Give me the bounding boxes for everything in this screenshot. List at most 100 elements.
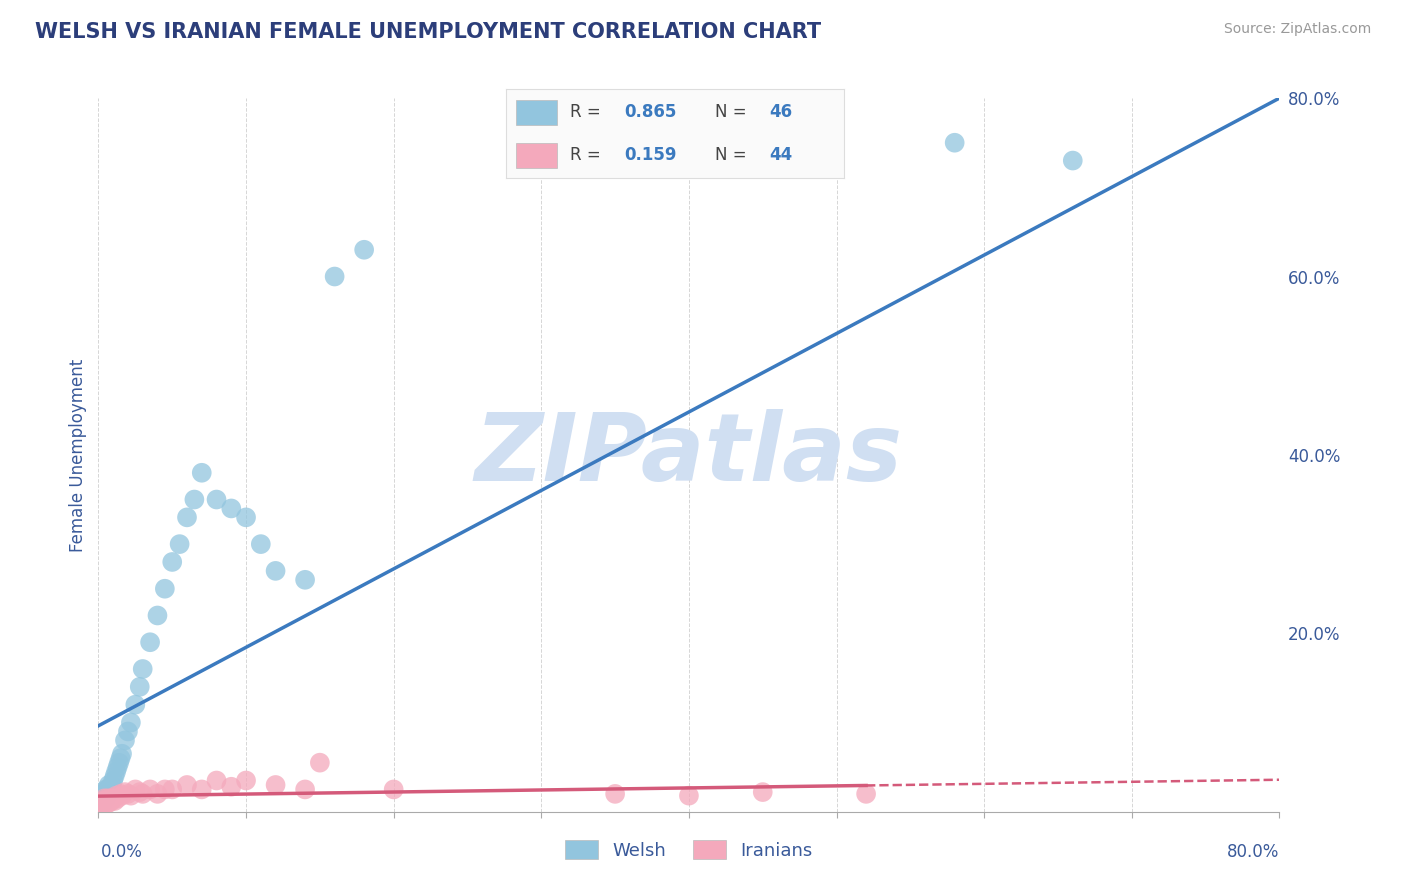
Point [96,796,118,810]
Point [105,764,128,779]
Text: 0.159: 0.159 [624,146,676,164]
Point [110,751,132,765]
Point [162,555,183,569]
Point [751,785,773,799]
Point [294,782,316,797]
Point [98,791,121,805]
Point [205,492,228,507]
Point [153,782,176,797]
Point [114,733,136,747]
Point [323,269,346,284]
Point [103,773,125,788]
Point [93,791,115,805]
Point [117,787,139,801]
Point [104,794,127,808]
Point [132,662,155,676]
Point [94,797,117,812]
Point [89,800,111,814]
Point [382,782,405,797]
Point [98,782,121,797]
Text: 44: 44 [769,146,793,164]
Point [264,564,287,578]
Point [191,466,214,480]
Point [176,510,198,524]
Point [1062,153,1084,168]
Point [89,796,111,810]
Point [100,794,122,808]
Point [153,582,176,596]
Point [309,756,332,770]
Point [139,782,162,797]
Text: WELSH VS IRANIAN FEMALE UNEMPLOYMENT CORRELATION CHART: WELSH VS IRANIAN FEMALE UNEMPLOYMENT COR… [35,22,821,42]
Text: 0.0%: 0.0% [101,843,143,861]
Point [132,787,155,801]
Point [107,760,129,774]
Point [117,724,139,739]
Point [100,778,122,792]
Point [191,782,214,797]
Text: 0.865: 0.865 [624,103,676,121]
Point [605,787,627,801]
Point [89,797,111,812]
Point [146,608,169,623]
Point [183,492,205,507]
Point [91,787,114,801]
Point [111,789,134,803]
Point [93,796,115,810]
Text: R =: R = [571,146,600,164]
Point [111,747,134,761]
Point [162,782,183,797]
Point [110,787,132,801]
Point [90,796,112,810]
Point [93,791,115,805]
Legend: Welsh, Iranians: Welsh, Iranians [558,833,820,867]
Point [90,800,112,814]
Point [205,773,228,788]
Text: R =: R = [571,103,600,121]
Y-axis label: Female Unemployment: Female Unemployment [69,359,87,551]
Point [97,796,120,810]
Point [943,136,966,150]
Point [108,756,131,770]
Point [96,791,118,805]
Point [107,791,129,805]
Point [124,782,146,797]
Text: N =: N = [716,146,747,164]
Point [128,680,150,694]
Point [146,787,169,801]
Point [219,501,242,516]
Point [235,773,257,788]
Point [250,537,273,551]
Point [120,715,142,730]
FancyBboxPatch shape [516,143,557,168]
Point [128,785,150,799]
Text: Source: ZipAtlas.com: Source: ZipAtlas.com [1223,22,1371,37]
Point [93,787,115,801]
Point [91,797,114,812]
Point [94,782,117,797]
Point [294,573,316,587]
Point [235,510,257,524]
Point [219,780,242,794]
Point [91,796,114,810]
Point [114,785,136,799]
Text: 46: 46 [769,103,793,121]
Point [94,787,117,801]
Point [90,791,112,805]
Point [105,789,128,803]
Point [97,778,120,792]
Point [94,794,117,808]
Point [96,787,118,801]
Point [124,698,146,712]
Point [120,789,142,803]
FancyBboxPatch shape [516,100,557,125]
Point [176,778,198,792]
Text: N =: N = [716,103,747,121]
Point [94,791,117,805]
Text: ZIPatlas: ZIPatlas [475,409,903,501]
Point [96,782,118,797]
Point [139,635,162,649]
Point [103,791,125,805]
Point [678,789,700,803]
Point [91,794,114,808]
